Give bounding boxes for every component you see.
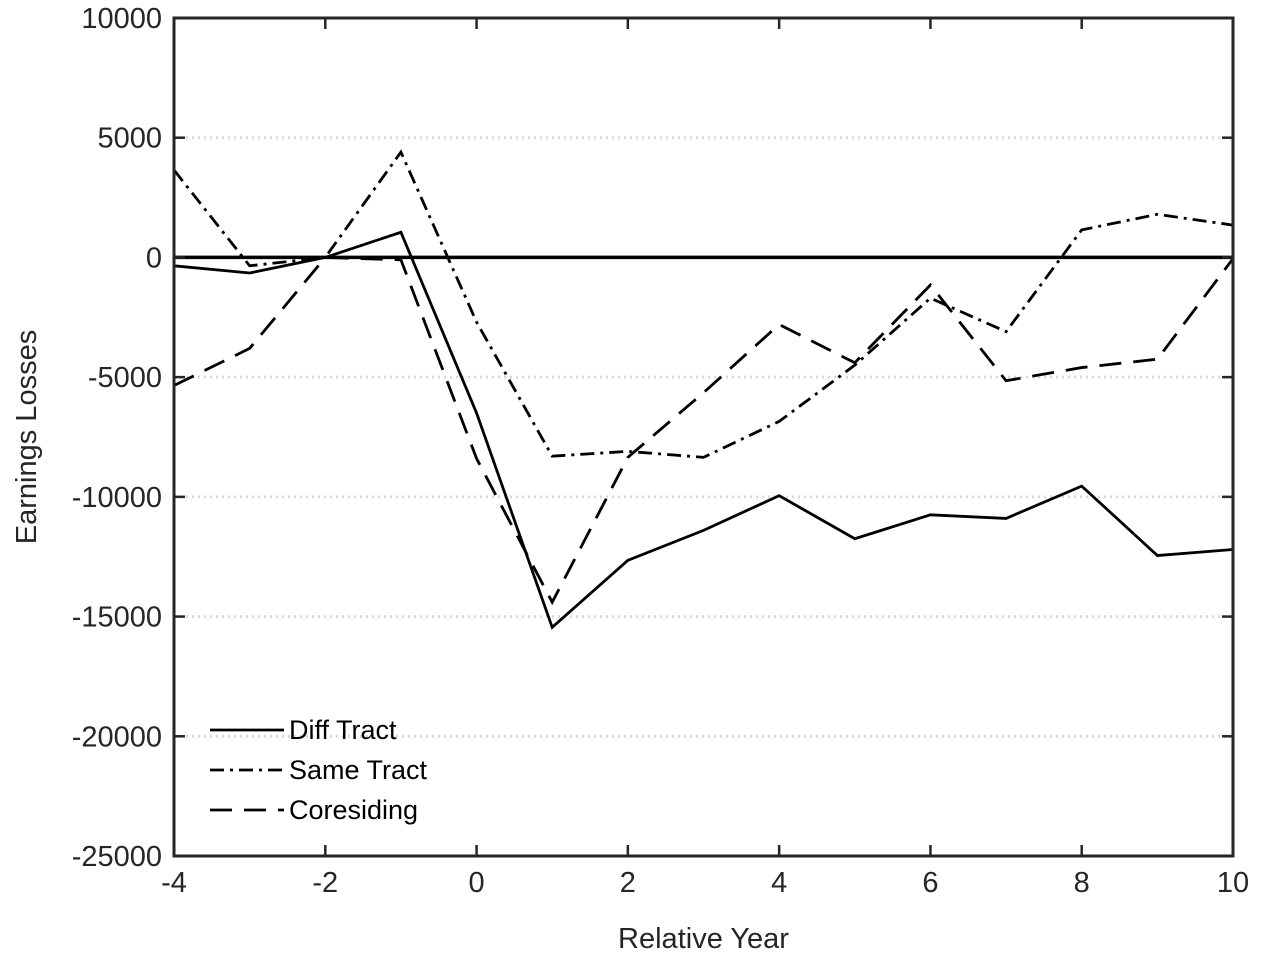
y-tick-label: 10000	[81, 3, 162, 35]
series-lines	[172, 149, 1235, 630]
y-tick-label: -20000	[72, 721, 162, 753]
x-tick-label: 4	[771, 867, 787, 899]
x-tick-label: 0	[469, 867, 485, 899]
x-tick-label: 2	[620, 867, 636, 899]
legend: Diff Tract Same Tract Coresiding	[210, 715, 428, 825]
x-tick-label: -4	[161, 867, 187, 899]
series-line-coresiding	[173, 256, 1235, 606]
legend-label: Coresiding	[289, 795, 418, 825]
x-tick-label: 10	[1217, 867, 1249, 899]
y-tick-label: 0	[146, 242, 162, 274]
y-tick-label: 5000	[97, 123, 162, 155]
legend-label: Same Tract	[289, 755, 428, 785]
x-tick-labels: -4 -2 0 2 4 6 8 10	[161, 867, 1249, 899]
x-tick-label: 8	[1074, 867, 1090, 899]
x-tick-label: 6	[922, 867, 938, 899]
series-line-diff-tract	[173, 230, 1234, 630]
plot-frame	[172, 16, 1235, 858]
x-tick-label: -2	[312, 867, 338, 899]
grid-lines	[174, 136, 1233, 738]
y-tick-label: -10000	[72, 482, 162, 514]
legend-label: Diff Tract	[289, 715, 397, 745]
y-tick-label: -15000	[72, 602, 162, 634]
y-tick-label: -5000	[88, 362, 162, 394]
series-line-same-tract	[172, 149, 1234, 459]
y-tick-labels: 10000 5000 0 -5000 -10000 -15000 -20000 -25000	[72, 3, 162, 873]
y-axis-label: Earnings Losses	[11, 330, 43, 544]
y-tick-label: -25000	[72, 841, 162, 873]
x-axis-label: Relative Year	[618, 923, 789, 955]
axis-ticks	[172, 16, 1235, 858]
